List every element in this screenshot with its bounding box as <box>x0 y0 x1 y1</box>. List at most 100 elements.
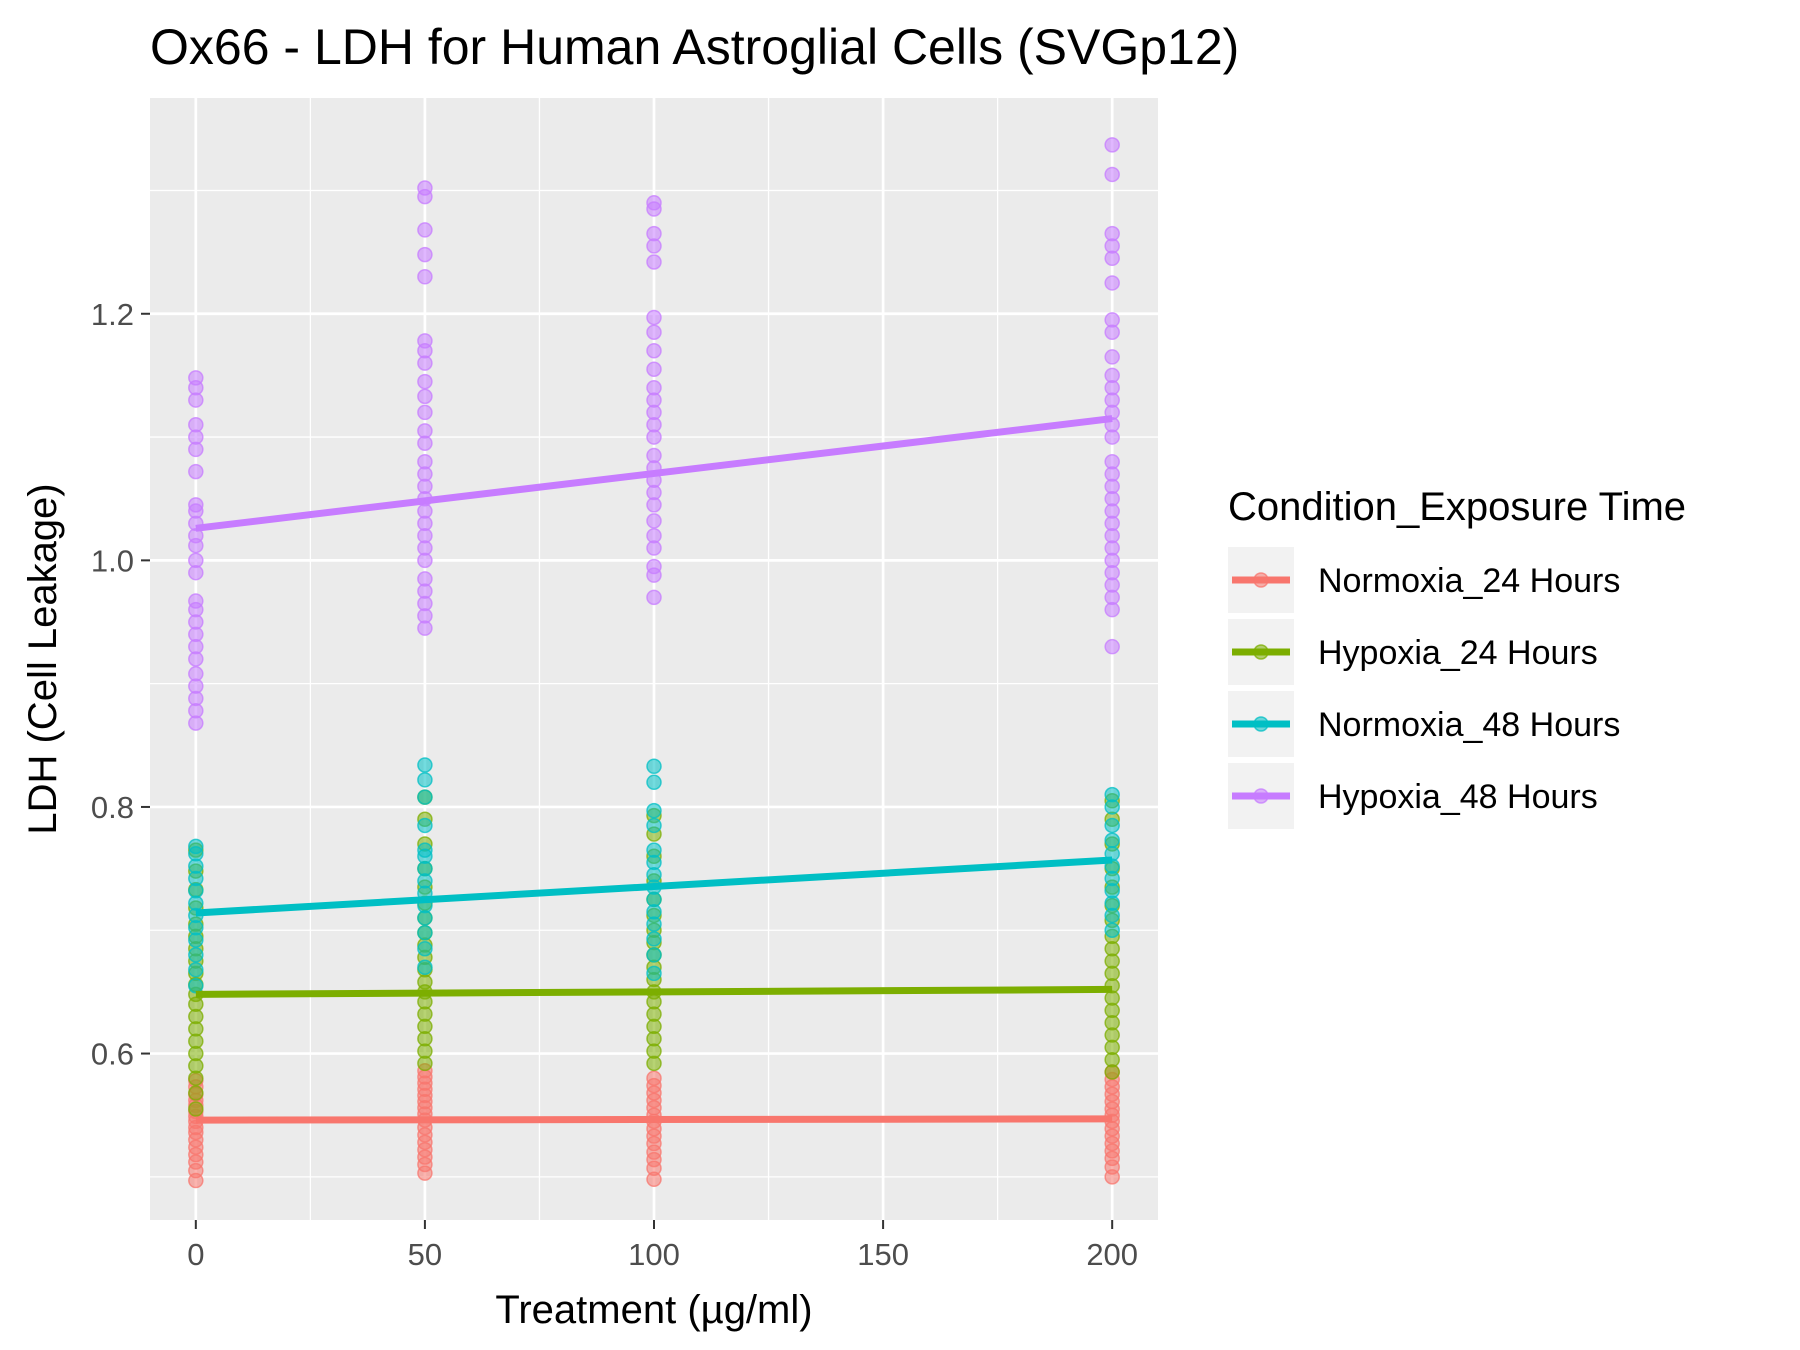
data-point <box>1104 638 1120 655</box>
chart-title: Ox66 - LDH for Human Astroglial Cells (S… <box>150 19 1239 75</box>
data-point <box>646 842 662 858</box>
data-point <box>1104 817 1120 834</box>
legend-item: Normoxia_48 Hours <box>1228 691 1620 757</box>
legend-key-point <box>1253 644 1269 660</box>
data-point <box>1104 312 1120 328</box>
data-point <box>646 758 662 775</box>
y-tick-label: 0.6 <box>91 1037 134 1072</box>
data-point <box>646 254 662 270</box>
data-point <box>646 309 662 326</box>
x-tick-label: 100 <box>628 1237 680 1272</box>
data-point <box>188 947 204 963</box>
trend-line <box>195 1115 1113 1124</box>
data-point <box>646 589 662 606</box>
legend-items: Normoxia_24 Hours Hypoxia_24 Hours Normoxi… <box>1228 547 1620 829</box>
data-point <box>417 222 433 238</box>
data-point <box>1104 225 1120 242</box>
data-point <box>646 931 662 947</box>
data-point <box>188 838 204 855</box>
legend-key-point <box>1253 788 1269 804</box>
legend-label: Normoxia_24 Hours <box>1318 562 1620 600</box>
data-points <box>188 137 1120 1189</box>
data-point <box>417 772 433 788</box>
data-point <box>417 423 433 439</box>
y-tick-label: 0.8 <box>91 790 134 825</box>
data-point <box>188 1101 204 1117</box>
data-point <box>646 343 662 359</box>
trend-line <box>195 985 1113 998</box>
data-point <box>646 558 662 575</box>
legend-label: Hypoxia_48 Hours <box>1318 778 1598 816</box>
data-point <box>1104 137 1120 153</box>
data-point <box>188 961 204 978</box>
data-point <box>417 789 433 805</box>
data-point <box>417 333 433 349</box>
data-point <box>646 774 662 791</box>
data-point <box>1104 275 1120 291</box>
data-point <box>646 802 662 819</box>
y-axis: 0.6 0.8 1.0 1.2 <box>91 297 150 1072</box>
data-point <box>1104 786 1120 803</box>
data-point <box>417 180 433 196</box>
data-point <box>1104 166 1120 183</box>
data-point <box>417 269 433 285</box>
data-point <box>1104 349 1120 365</box>
x-tick-label: 200 <box>1086 1237 1138 1272</box>
legend-title: Condition_Exposure Time <box>1228 485 1686 529</box>
legend-label: Hypoxia_24 Hours <box>1318 634 1598 672</box>
x-tick-label: 0 <box>187 1237 204 1272</box>
data-point <box>646 965 662 982</box>
series-points <box>188 137 1120 731</box>
data-point <box>646 447 662 464</box>
data-point <box>646 1070 662 1086</box>
legend: Condition_Exposure Time Normoxia_24 Hour… <box>1228 485 1686 829</box>
data-point <box>188 497 204 513</box>
trend-line <box>195 856 1113 917</box>
data-point <box>417 959 433 975</box>
data-point <box>1104 922 1120 939</box>
data-point <box>417 571 433 587</box>
legend-item: Normoxia_24 Hours <box>1228 547 1620 613</box>
data-point <box>188 552 204 569</box>
data-point <box>417 373 433 390</box>
data-point <box>646 947 662 963</box>
data-point <box>417 940 433 957</box>
data-point <box>188 463 204 480</box>
data-point <box>417 404 433 421</box>
data-point <box>1104 367 1120 384</box>
data-point <box>646 324 662 341</box>
x-axis: 0 50 100 150 200 <box>187 1220 1138 1272</box>
data-point <box>646 379 662 396</box>
data-point <box>417 453 433 470</box>
legend-key-point <box>1253 716 1269 732</box>
data-point <box>646 225 662 242</box>
legend-item: Hypoxia_48 Hours <box>1228 763 1598 829</box>
data-point <box>646 817 662 834</box>
data-point <box>646 513 662 529</box>
data-point <box>1104 453 1120 470</box>
trend-lines <box>195 415 1113 1124</box>
data-point <box>646 361 662 378</box>
y-tick-label: 1.2 <box>91 297 134 332</box>
data-point <box>1104 832 1120 848</box>
x-tick-label: 50 <box>408 1237 442 1272</box>
x-axis-title: Treatment (µg/ml) <box>495 1288 812 1332</box>
y-tick-label: 1.0 <box>91 543 134 578</box>
y-axis-title: LDH (Cell Leakage) <box>21 483 65 834</box>
data-point <box>188 370 204 386</box>
data-point <box>417 924 433 941</box>
data-point <box>188 1085 204 1101</box>
legend-label: Normoxia_48 Hours <box>1318 706 1620 744</box>
data-point <box>417 246 433 263</box>
data-point <box>417 388 433 405</box>
x-tick-label: 150 <box>857 1237 909 1272</box>
legend-item: Hypoxia_24 Hours <box>1228 619 1598 685</box>
data-point <box>417 757 433 773</box>
data-point <box>188 593 204 609</box>
series-points <box>188 757 1120 994</box>
data-point <box>188 666 204 682</box>
data-point <box>188 977 204 994</box>
data-point <box>646 195 662 211</box>
data-point <box>417 817 433 834</box>
